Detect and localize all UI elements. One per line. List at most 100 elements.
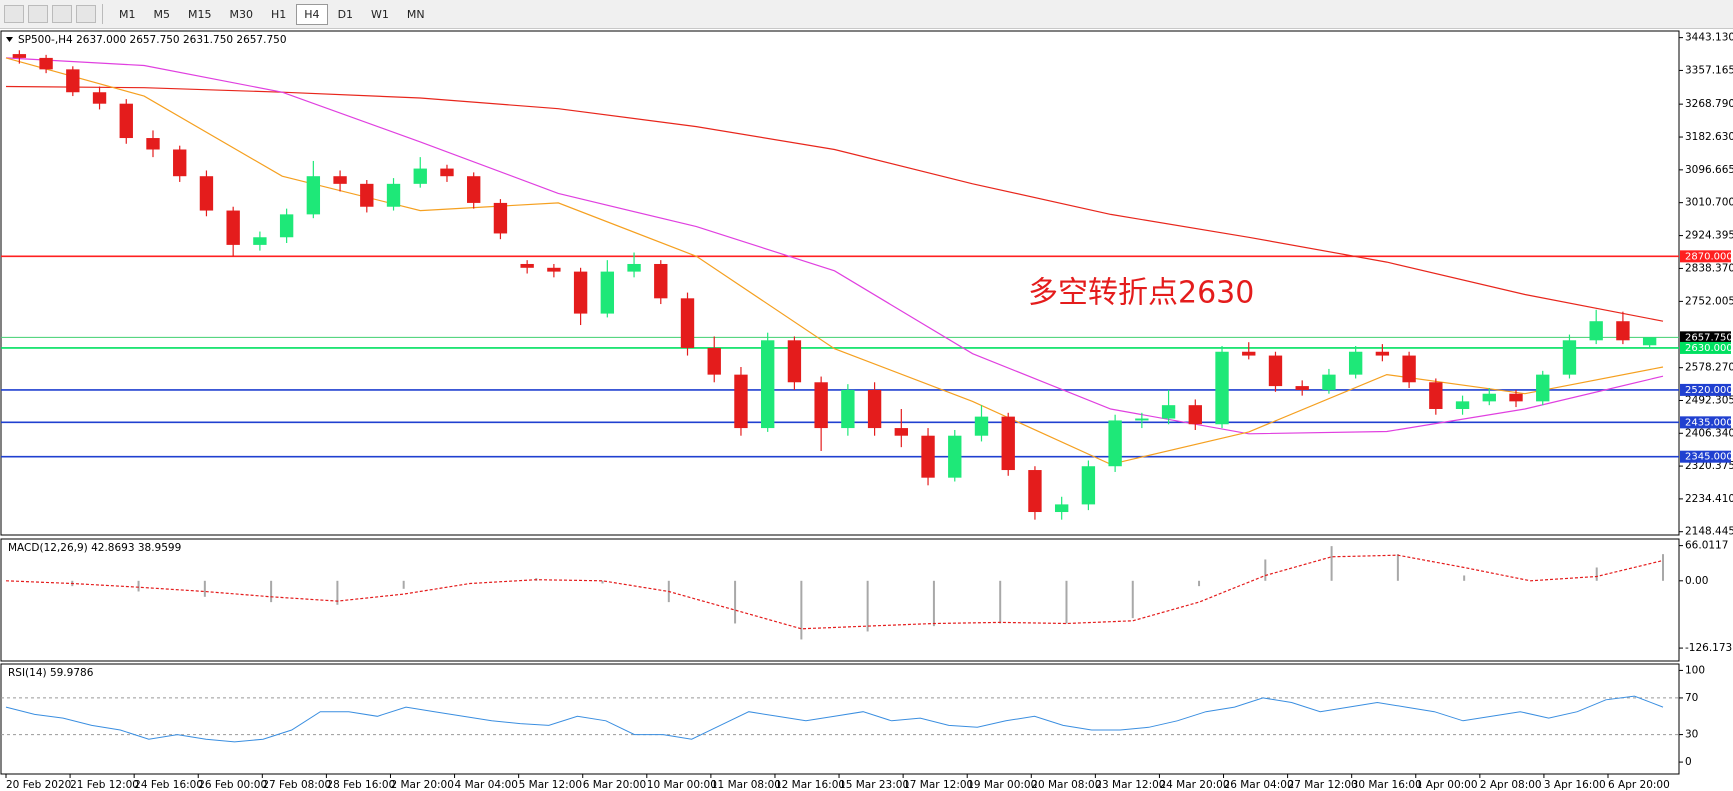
level-label-bg	[1680, 250, 1731, 263]
y-tick-label: 30	[1685, 729, 1698, 741]
panel-frame	[0, 663, 1680, 775]
candle-body	[1215, 351, 1229, 425]
candle-body	[146, 138, 160, 150]
x-tick-label: 2 Apr 08:00	[1480, 779, 1542, 791]
timeframe-button[interactable]: M5	[153, 7, 171, 21]
x-tick-label: 26 Feb 00:00	[198, 779, 267, 791]
x-tick-label: 3 Apr 16:00	[1544, 779, 1606, 791]
candle-body	[894, 428, 908, 436]
y-tick-label: 0	[1685, 756, 1692, 768]
candle-body	[1295, 386, 1309, 390]
timeframe-button[interactable]: W1	[371, 7, 389, 21]
timeframe-button[interactable]: H1	[271, 7, 287, 21]
y-tick-label: 2492.305	[1685, 394, 1733, 406]
x-tick-label: 6 Apr 20:00	[1608, 779, 1670, 791]
candle-body	[974, 416, 989, 436]
level-label-bg	[1680, 341, 1731, 354]
timeframe-button[interactable]: H4	[296, 3, 328, 25]
candle-body	[707, 347, 721, 375]
timeframe-button[interactable]: M1	[119, 7, 136, 21]
y-tick-label: 3357.165	[1685, 64, 1733, 76]
candle-body	[253, 237, 267, 245]
separator	[102, 4, 103, 24]
x-tick-label: 26 Mar 04:00	[1224, 779, 1294, 791]
candle-body	[306, 176, 321, 215]
candle-body	[12, 54, 27, 58]
x-tick-label: 12 Mar 16:00	[775, 779, 845, 791]
menu-triangle	[6, 37, 13, 42]
candle-body	[1001, 416, 1015, 471]
candle-body	[573, 271, 588, 314]
candle-body	[1242, 351, 1256, 356]
y-tick-label: 2752.005	[1685, 295, 1733, 307]
indicator-line	[5, 554, 1664, 630]
y-tick-label: 2838.370	[1685, 262, 1733, 274]
level-label-bg	[1680, 383, 1731, 396]
candle-body	[467, 176, 481, 203]
candle-body	[39, 57, 53, 70]
tool-icon[interactable]	[76, 5, 96, 23]
level-label: 2345.000	[1685, 452, 1733, 463]
timeframe-button[interactable]: MN	[406, 7, 425, 21]
y-tick-label: 2320.375	[1685, 460, 1733, 472]
candle-body	[761, 340, 775, 429]
timeframe-button[interactable]: M15	[188, 7, 212, 21]
candle-body	[1589, 321, 1603, 341]
candle-body	[520, 263, 534, 268]
candle-body	[1188, 405, 1202, 425]
chart: SP500-,H4 2637.000 2657.750 2631.750 265…	[0, 30, 1733, 791]
candle-body	[440, 168, 454, 177]
y-tick-label: 2234.410	[1685, 493, 1733, 505]
x-tick-label: 27 Mar 12:00	[1288, 779, 1358, 791]
timeframe-button[interactable]: M30	[229, 7, 254, 21]
x-tick-label: 24 Feb 16:00	[134, 779, 203, 791]
level-label: 2520.000	[1685, 385, 1733, 396]
candle-body	[1455, 401, 1470, 409]
y-tick-label: 2578.270	[1685, 362, 1733, 374]
candle-body	[948, 435, 962, 478]
x-tick-label: 28 Feb 16:00	[326, 779, 395, 791]
y-tick-label: 2924.395	[1685, 230, 1733, 242]
candle-body	[1322, 374, 1336, 390]
panel-title: MACD(12,26,9) 42.8693 38.9599	[8, 542, 181, 554]
candle-body	[1054, 504, 1069, 513]
candle-body	[173, 149, 187, 177]
candle-body	[1028, 470, 1042, 513]
y-tick-label: 66.0117	[1685, 540, 1728, 552]
tool-icon[interactable]	[52, 5, 72, 23]
level-label-bg	[1680, 416, 1731, 429]
y-tick-label: 3010.700	[1685, 197, 1733, 209]
annotation: 多空转折点2630	[1028, 276, 1254, 311]
candle-body	[1482, 393, 1496, 402]
level-label: 2657.750	[1685, 332, 1733, 343]
candle-body	[1402, 355, 1416, 383]
tool-icon[interactable]	[28, 5, 48, 23]
x-tick-label: 2 Mar 20:00	[390, 779, 453, 791]
candle-body	[1536, 374, 1550, 402]
x-tick-label: 20 Mar 08:00	[1031, 779, 1101, 791]
timeframes: M1 M5 M15 M30 H1 H4 D1 W1 MN	[109, 3, 433, 25]
candle-body	[547, 267, 561, 272]
y-tick-label: 3096.665	[1685, 164, 1733, 176]
candle-body	[92, 92, 107, 104]
x-tick-label: 19 Mar 00:00	[967, 779, 1037, 791]
candle-body	[333, 176, 347, 184]
x-tick-label: 4 Mar 04:00	[455, 779, 518, 791]
x-tick-label: 10 Mar 00:00	[647, 779, 717, 791]
candle-body	[413, 168, 427, 184]
y-tick-label: 100	[1685, 664, 1705, 676]
candle-body	[1161, 405, 1176, 419]
x-tick-label: 15 Mar 23:00	[839, 779, 909, 791]
level-label: 2630.000	[1685, 343, 1733, 354]
candle-body	[1081, 466, 1096, 505]
timeframe-button[interactable]: D1	[337, 7, 354, 21]
tool-icon[interactable]	[4, 5, 24, 23]
candle-body	[600, 271, 615, 314]
candle-body	[386, 183, 401, 207]
candle-body	[1429, 382, 1443, 409]
level-label-bg	[1680, 331, 1731, 344]
candle-body	[1642, 337, 1657, 346]
x-tick-label: 5 Mar 12:00	[519, 779, 582, 791]
panel-frame	[0, 30, 1680, 536]
